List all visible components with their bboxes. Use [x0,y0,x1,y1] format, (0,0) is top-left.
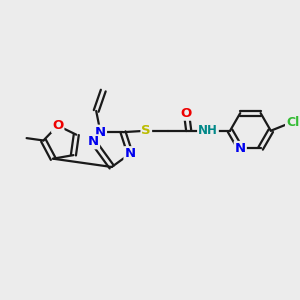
Text: N: N [88,135,99,148]
Text: Cl: Cl [286,116,299,129]
Text: S: S [142,124,151,137]
Text: N: N [235,142,246,155]
Text: O: O [181,107,192,120]
Text: N: N [95,126,106,139]
Text: NH: NH [198,124,218,137]
Text: O: O [52,119,63,132]
Text: N: N [124,147,136,160]
